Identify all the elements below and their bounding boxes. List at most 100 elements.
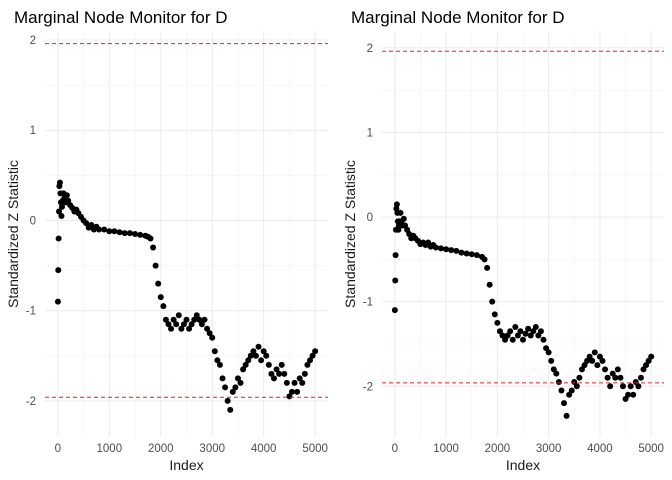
data-point <box>196 316 203 323</box>
data-point <box>276 370 283 377</box>
data-point <box>183 316 190 323</box>
x-axis-label: Index <box>169 457 203 473</box>
data-point <box>576 374 583 381</box>
data-point <box>312 348 319 355</box>
x-tick-label: 1000 <box>97 443 123 455</box>
y-tick-label: 2 <box>367 43 373 55</box>
x-axis-label: Index <box>506 457 540 473</box>
data-point <box>180 321 187 328</box>
data-point <box>291 379 298 386</box>
data-point <box>270 375 277 382</box>
data-point <box>214 357 221 364</box>
data-point <box>83 220 90 227</box>
data-point <box>602 366 609 373</box>
chart-panel-1: 0 1000 2000 3000 4000 5000 -2 -1 0 1 2 Marginal Nod… <box>5 8 328 473</box>
data-point <box>594 362 601 369</box>
data-point <box>219 375 226 382</box>
data-point <box>301 370 308 377</box>
x-tick-label: 2000 <box>485 443 511 455</box>
data-point <box>250 348 257 355</box>
data-point <box>222 384 229 391</box>
y-tick-label: 2 <box>30 35 36 47</box>
y-tick-label: -1 <box>26 306 36 318</box>
data-point <box>548 357 555 364</box>
data-point <box>463 250 470 257</box>
data-point <box>630 391 637 398</box>
data-point <box>237 379 244 386</box>
data-point <box>432 244 439 251</box>
y-tick-label: 0 <box>367 212 373 224</box>
y-tick-label: 0 <box>30 215 36 227</box>
data-point <box>286 393 293 400</box>
data-point <box>260 348 267 355</box>
data-point <box>637 374 644 381</box>
data-point <box>486 281 493 288</box>
y-tick-label: 1 <box>367 128 373 140</box>
x-tick-label: 3000 <box>199 443 225 455</box>
data-point <box>288 388 295 395</box>
data-point <box>178 325 185 332</box>
data-point <box>648 353 655 360</box>
data-point <box>397 209 404 216</box>
data-point <box>494 319 501 326</box>
data-point <box>96 226 103 233</box>
y-axis-label: Standardized Z Statistic <box>5 160 21 308</box>
x-tick-label: 4000 <box>251 443 277 455</box>
x-tick-label: 3000 <box>536 443 562 455</box>
data-point <box>157 294 164 301</box>
data-point <box>173 321 180 328</box>
y-axis-label: Standardized Z Statistic <box>342 160 358 308</box>
data-point <box>116 229 123 236</box>
data-point <box>304 361 311 368</box>
data-point <box>162 316 169 323</box>
data-point <box>294 388 301 395</box>
data-point <box>299 379 306 386</box>
data-point <box>522 330 529 337</box>
data-point <box>132 231 139 237</box>
data-point <box>240 366 247 373</box>
data-point <box>204 325 211 332</box>
data-point <box>247 352 254 359</box>
data-point <box>137 231 144 238</box>
data-point <box>242 361 249 368</box>
data-point <box>525 325 532 332</box>
data-point <box>234 375 241 382</box>
data-point <box>58 203 65 210</box>
data-point <box>101 226 108 233</box>
data-point <box>507 328 514 335</box>
data-point <box>55 235 62 242</box>
data-point <box>568 387 575 394</box>
data-point <box>309 352 316 359</box>
y-tick-label: -2 <box>26 396 36 408</box>
data-point <box>612 374 619 381</box>
data-point <box>155 280 162 287</box>
data-point <box>607 383 614 390</box>
data-point <box>617 374 624 381</box>
data-point <box>458 249 465 256</box>
data-point <box>635 383 642 390</box>
data-point <box>489 298 496 305</box>
y-tick-label: -2 <box>363 381 373 393</box>
y-tick-label: 1 <box>30 125 36 137</box>
data-point <box>193 312 200 319</box>
chart-panel-2: 0 1000 2000 3000 4000 5000 -2 -1 0 1 2 Marginal Nod… <box>342 8 664 473</box>
data-point <box>553 370 560 377</box>
data-point <box>448 247 455 254</box>
data-point <box>211 348 218 355</box>
data-point <box>558 387 565 394</box>
data-point <box>265 361 272 368</box>
chart-title: Marginal Node Monitor for D <box>351 8 565 27</box>
data-point <box>268 370 275 377</box>
data-point <box>55 267 62 274</box>
data-point <box>198 321 205 328</box>
x-tick-label: 1000 <box>433 443 459 455</box>
data-point <box>604 374 611 381</box>
data-point <box>232 384 239 391</box>
data-point <box>392 252 399 259</box>
data-point <box>278 361 285 368</box>
data-point <box>484 264 491 271</box>
data-point <box>188 321 195 328</box>
data-point <box>561 400 568 407</box>
